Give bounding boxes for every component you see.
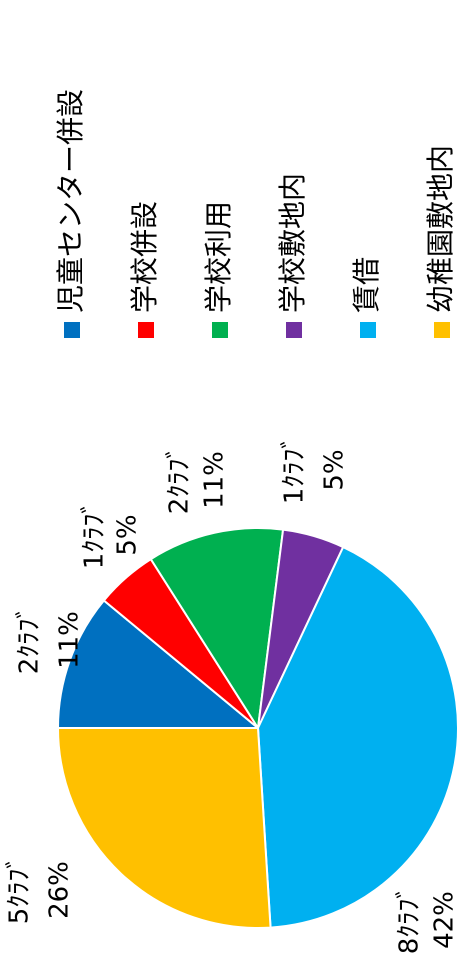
club-label: 1ｸﾗﾌﾞ — [80, 501, 110, 570]
pie-slice — [149, 527, 285, 731]
data-label: 26% — [45, 861, 75, 919]
pie-slice — [56, 599, 261, 729]
legend-label: 賃借 — [350, 257, 383, 313]
data-label: 11% — [200, 451, 230, 509]
club-label: 2ｸﾗﾌﾞ — [165, 446, 195, 515]
legend-swatch — [434, 322, 450, 338]
club-label: 2ｸﾗﾌﾞ — [15, 606, 45, 675]
club-label: 8ｸﾗﾌﾞ — [395, 886, 425, 955]
legend-swatch — [212, 322, 228, 338]
club-label: 5ｸﾗﾌﾞ — [5, 856, 35, 925]
pie-slice — [256, 545, 459, 929]
data-label: 5% — [113, 514, 143, 555]
legend-label: 学校敷地内 — [276, 173, 309, 313]
legend-label: 幼稚園敷地内 — [424, 145, 457, 313]
legend-swatch — [64, 322, 80, 338]
pie-slice — [56, 727, 272, 929]
legend-label: 学校利用 — [202, 201, 235, 313]
data-label: 42% — [430, 891, 460, 949]
club-label: 1ｸﾗﾌﾞ — [280, 436, 310, 505]
legend-label: 学校併設 — [128, 201, 161, 313]
data-label: 5% — [320, 449, 350, 490]
legend-swatch — [286, 322, 302, 338]
legend-swatch — [138, 322, 154, 338]
data-label: 11% — [55, 611, 85, 669]
legend-swatch — [360, 322, 376, 338]
legend-label: 児童センター併設 — [54, 89, 87, 313]
rotated-chart: 2ｸﾗﾌﾞ 11%1ｸﾗﾌﾞ 5%2ｸﾗﾌﾞ 11% 1ｸﾗﾌﾞ 5%8ｸﾗﾌﾞ 42%5ｸ… — [5, 89, 460, 954]
